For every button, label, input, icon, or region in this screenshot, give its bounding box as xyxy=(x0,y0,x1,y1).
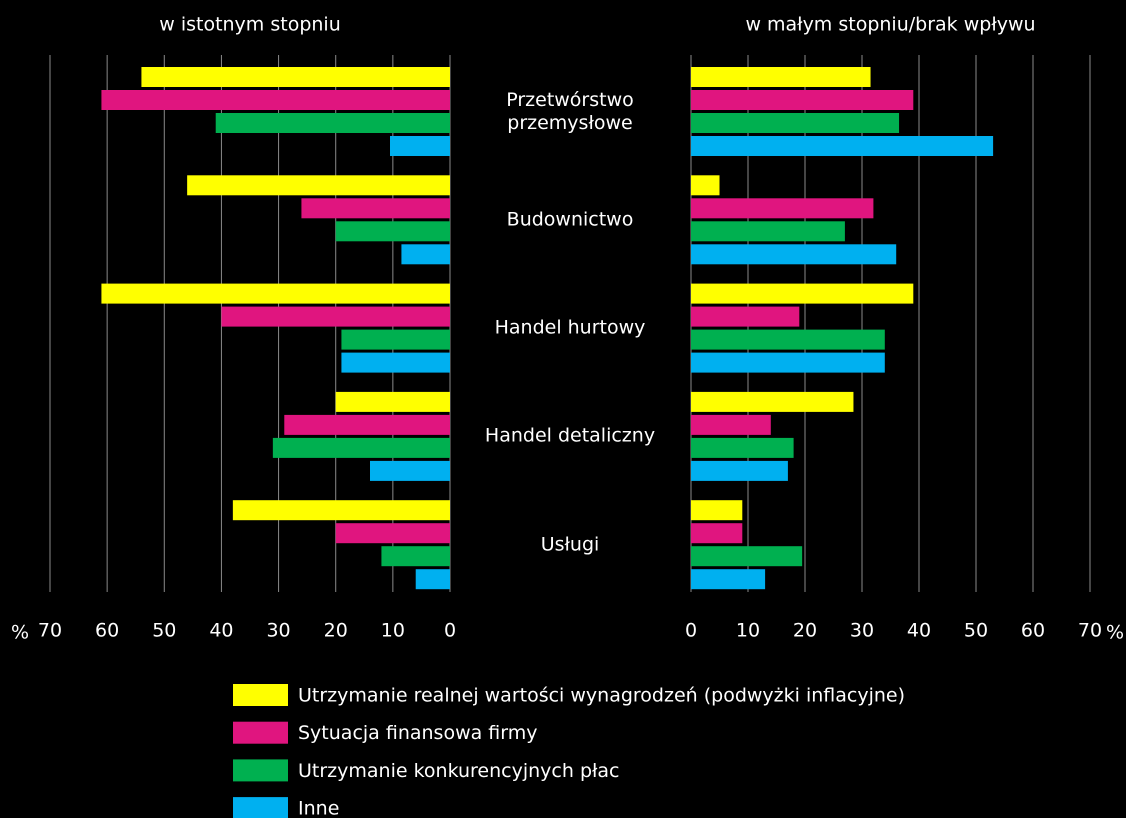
panel-title: w istotnym stopniu xyxy=(159,14,341,36)
bar xyxy=(187,175,450,196)
bar xyxy=(691,391,854,412)
x-tick-label: 0 xyxy=(685,620,697,642)
bar xyxy=(381,546,450,567)
axis-unit: % xyxy=(1106,622,1124,644)
x-tick-label: 70 xyxy=(38,620,62,642)
x-tick-label: 60 xyxy=(95,620,119,642)
bar xyxy=(691,352,885,373)
x-tick-label: 20 xyxy=(793,620,817,642)
bar xyxy=(284,414,450,435)
bar xyxy=(141,67,450,87)
x-tick-label: 10 xyxy=(736,620,760,642)
legend-label: Sytuacja finansowa firmy xyxy=(298,722,538,744)
x-tick-label: 60 xyxy=(1021,620,1045,642)
bar xyxy=(691,523,743,544)
category-label: Przetwórstwo przemysłowe xyxy=(506,88,634,134)
bar xyxy=(341,329,450,350)
bar xyxy=(335,523,450,544)
bar xyxy=(390,136,450,156)
bar xyxy=(691,198,874,219)
x-tick-label: 30 xyxy=(266,620,290,642)
bar xyxy=(691,437,794,458)
bar xyxy=(401,244,450,265)
bar xyxy=(691,244,897,265)
bar xyxy=(691,221,845,242)
bar xyxy=(415,569,450,590)
bar xyxy=(691,175,720,196)
bar xyxy=(691,90,914,110)
x-tick-label: 10 xyxy=(381,620,405,642)
bar xyxy=(691,306,800,327)
x-tick-label: 70 xyxy=(1078,620,1102,642)
panel-title: w małym stopniu/brak wpływu xyxy=(745,14,1035,36)
bar xyxy=(341,352,450,373)
legend-swatch xyxy=(233,797,288,818)
axis-unit: % xyxy=(11,622,29,644)
bar xyxy=(691,569,766,590)
legend-swatch xyxy=(233,759,288,782)
bar xyxy=(691,500,743,521)
bar xyxy=(215,113,450,133)
bar xyxy=(691,67,871,87)
legend-swatch xyxy=(233,684,288,706)
x-tick-label: 50 xyxy=(964,620,988,642)
x-tick-label: 40 xyxy=(907,620,931,642)
bar xyxy=(335,391,450,412)
bar xyxy=(370,460,450,481)
legend-label: Utrzymanie konkurencyjnych płac xyxy=(298,760,620,782)
category-label: Budownictwo xyxy=(506,208,634,231)
category-label: Usługi xyxy=(540,533,600,556)
legend-swatch xyxy=(233,721,288,744)
bar xyxy=(335,221,450,242)
bar xyxy=(101,283,450,304)
bar xyxy=(301,198,450,219)
bar xyxy=(691,283,914,304)
x-tick-label: 50 xyxy=(152,620,176,642)
bar xyxy=(691,460,788,481)
category-label: Handel detaliczny xyxy=(484,424,656,447)
bar xyxy=(272,437,450,458)
category-label: Handel hurtowy xyxy=(494,316,646,339)
bar xyxy=(691,136,994,156)
x-tick-label: 40 xyxy=(209,620,233,642)
bar xyxy=(691,113,900,133)
x-tick-label: 0 xyxy=(444,620,456,642)
bar xyxy=(691,329,885,350)
legend-label: Utrzymanie realnej wartości wynagrodzeń … xyxy=(298,685,905,707)
bar xyxy=(101,90,450,110)
legend-label: Inne xyxy=(298,798,339,818)
x-tick-label: 30 xyxy=(850,620,874,642)
bar xyxy=(691,414,771,435)
x-tick-label: 20 xyxy=(324,620,348,642)
bar xyxy=(232,500,450,521)
bar xyxy=(691,546,803,567)
bar xyxy=(221,306,450,327)
